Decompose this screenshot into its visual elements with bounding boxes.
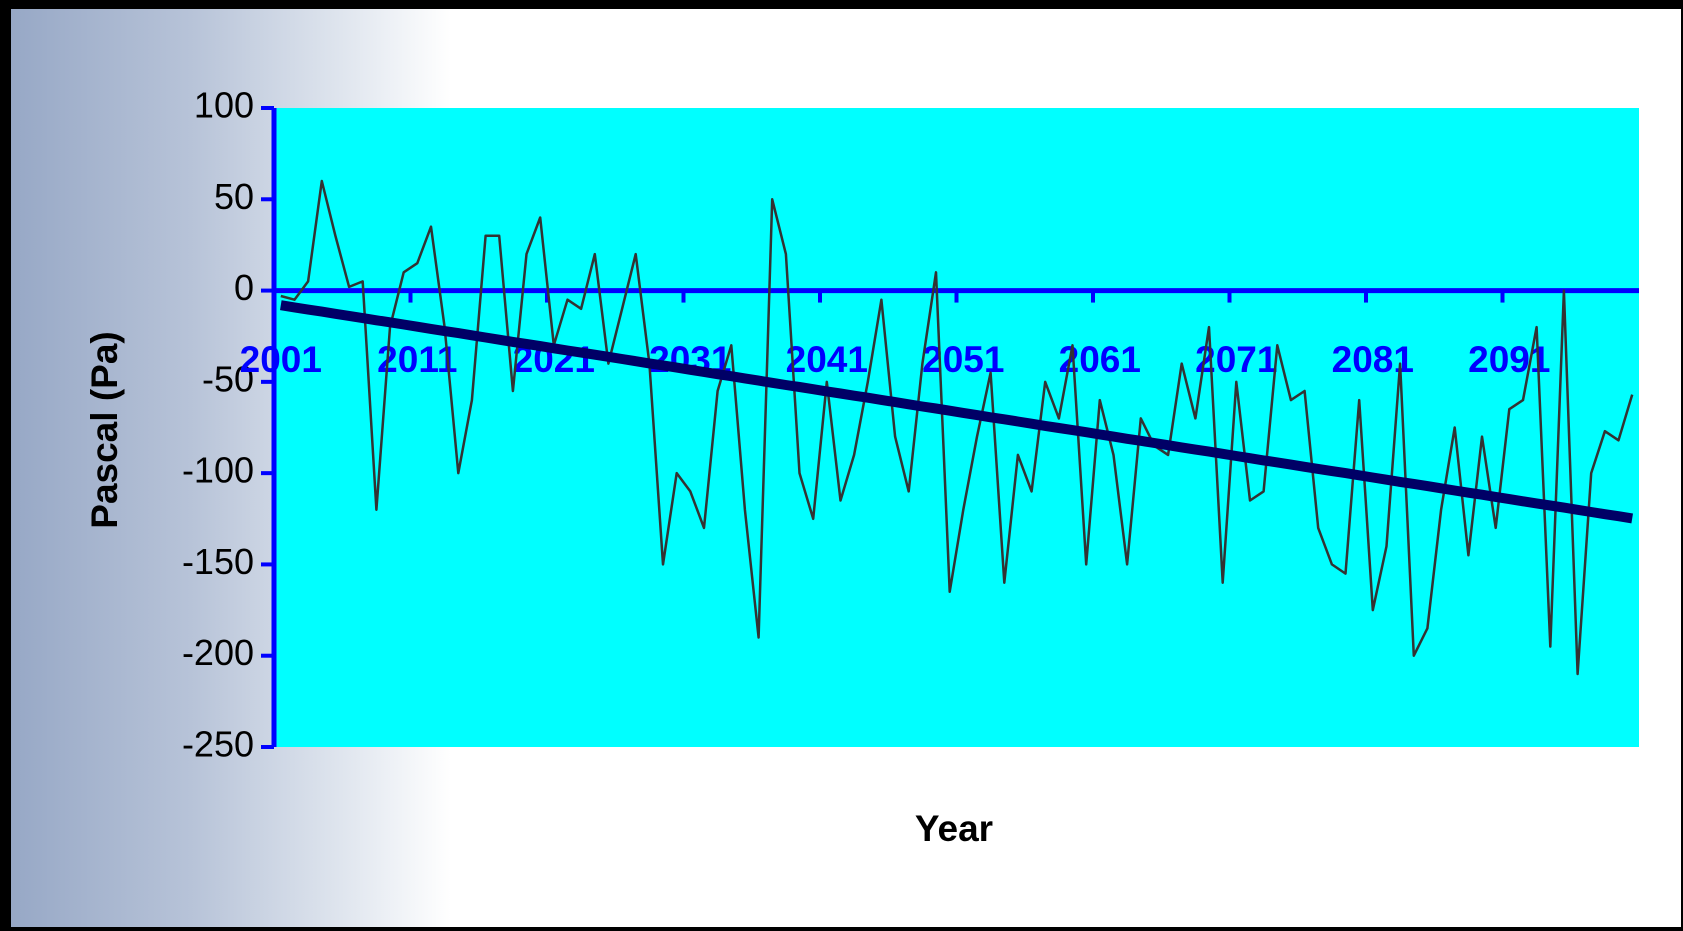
x-axis-title: Year: [915, 808, 993, 849]
x-tick-label: 2051: [922, 339, 1004, 380]
y-tick-label: 100: [194, 85, 254, 126]
x-tick-label: 2011: [377, 339, 457, 380]
y-tick-label: -150: [182, 541, 254, 582]
y-tick-label: -50: [202, 358, 254, 399]
y-tick-label: 0: [234, 267, 254, 308]
data-line: [280, 179, 1634, 676]
data-line: [280, 300, 1633, 524]
y-tick-label: -250: [182, 724, 254, 765]
y-tick-label: -100: [182, 450, 254, 491]
y-axis-title: Pascal (Pa): [84, 331, 125, 528]
plot-area: [274, 108, 1639, 747]
x-tick-label: 2041: [786, 339, 868, 380]
y-tick-label: -200: [182, 632, 254, 673]
x-tick-label: 2001: [240, 339, 322, 380]
y-tick-label: 50: [214, 176, 254, 217]
